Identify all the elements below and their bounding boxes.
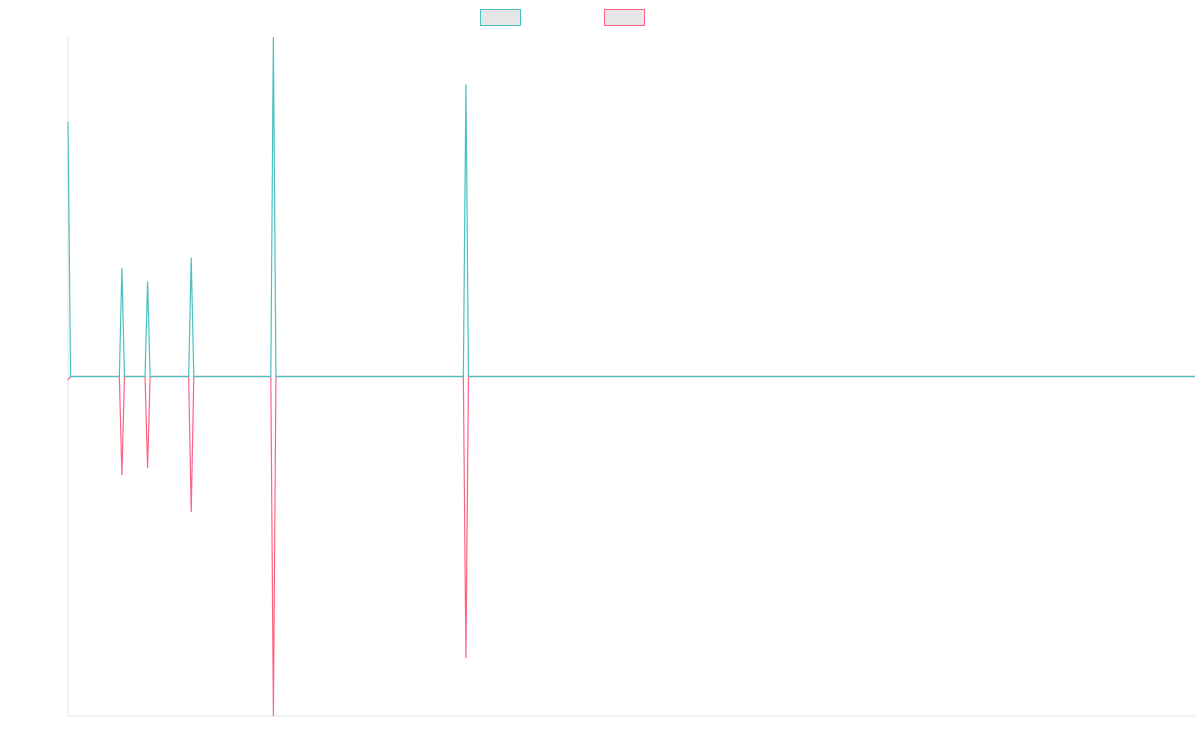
series-layer (67, 36, 1195, 717)
legend-swatch-1 (480, 9, 521, 26)
legend-swatch-2 (604, 9, 645, 26)
legend (480, 9, 645, 26)
series-line-1 (67, 36, 1195, 378)
series-line-2 (67, 375, 1195, 717)
